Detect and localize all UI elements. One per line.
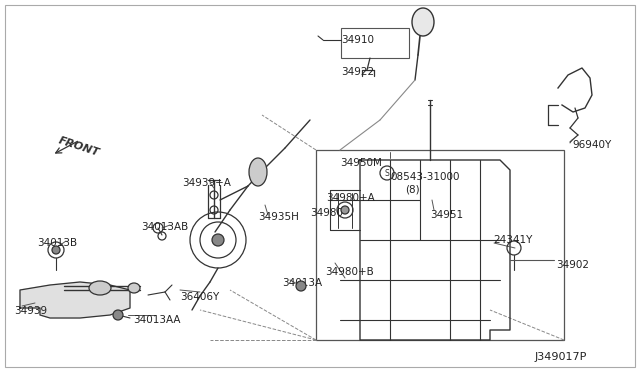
- Text: 34939+A: 34939+A: [182, 178, 231, 188]
- Text: FRONT: FRONT: [57, 135, 100, 158]
- Text: 34910: 34910: [341, 35, 374, 45]
- Text: 34922: 34922: [341, 67, 374, 77]
- Bar: [341, 28, 409, 58]
- Text: 34013B: 34013B: [37, 238, 77, 248]
- Circle shape: [113, 310, 123, 320]
- Text: 34013AA: 34013AA: [133, 315, 180, 325]
- Text: 34013AB: 34013AB: [141, 222, 188, 232]
- Ellipse shape: [412, 8, 434, 36]
- Text: 34980+A: 34980+A: [326, 193, 375, 203]
- Text: 34980: 34980: [310, 208, 343, 218]
- Text: 34902: 34902: [556, 260, 589, 270]
- Ellipse shape: [128, 283, 140, 293]
- Text: 34013A: 34013A: [282, 278, 322, 288]
- Polygon shape: [20, 282, 130, 318]
- Text: S: S: [385, 169, 389, 177]
- Circle shape: [296, 281, 306, 291]
- Text: 34980+B: 34980+B: [325, 267, 374, 277]
- Text: J349017P: J349017P: [535, 352, 588, 362]
- Text: (8): (8): [405, 184, 420, 194]
- Circle shape: [212, 234, 224, 246]
- Circle shape: [341, 206, 349, 214]
- Text: 96940Y: 96940Y: [572, 140, 611, 150]
- Bar: [316, 150, 564, 340]
- Ellipse shape: [89, 281, 111, 295]
- Ellipse shape: [249, 158, 267, 186]
- Text: 08543-31000: 08543-31000: [390, 172, 460, 182]
- Text: 36406Y: 36406Y: [180, 292, 220, 302]
- Text: 24341Y: 24341Y: [493, 235, 532, 245]
- Text: 34950M: 34950M: [340, 158, 382, 168]
- Circle shape: [52, 246, 60, 254]
- Text: 34939: 34939: [14, 306, 47, 316]
- Text: 34951: 34951: [430, 210, 463, 220]
- Text: 34935H: 34935H: [258, 212, 299, 222]
